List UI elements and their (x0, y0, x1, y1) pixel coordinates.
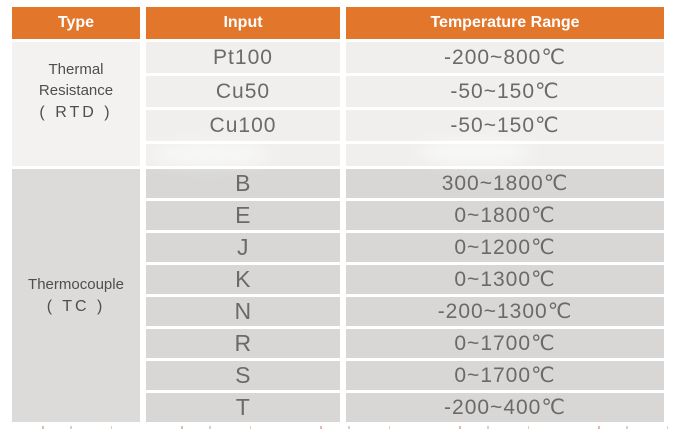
rtd-type-cell: Thermal Resistance ( RTD ) (12, 42, 140, 166)
temperature-range-table: Type Input Temperature Range Thermal Res… (12, 7, 664, 422)
range-cell-t: -200~400℃ (346, 393, 664, 422)
range-cell-pt100: -200~800℃ (346, 42, 664, 73)
range-cell-cu100: -50~150℃ (346, 110, 664, 141)
tc-type-label: Thermocouple (28, 275, 124, 293)
rtd-type-abbr: ( RTD ) (39, 103, 113, 121)
input-cell-k: K (146, 265, 340, 294)
input-cell-e: E (146, 201, 340, 230)
tc-type-cell: Thermocouple ( TC ) (12, 169, 140, 422)
spacer-cell-range (346, 144, 664, 166)
range-cell-b: 300~1800℃ (346, 169, 664, 198)
range-cell-n: -200~1300℃ (346, 297, 664, 326)
range-cell-s: 0~1700℃ (346, 361, 664, 390)
input-cell-n: N (146, 297, 340, 326)
tc-type-abbr: ( TC ) (46, 298, 106, 316)
input-cell-j: J (146, 233, 340, 262)
input-cell-s: S (146, 361, 340, 390)
header-cell-temperature-range: Temperature Range (346, 7, 664, 39)
header-cell-type: Type (12, 7, 140, 39)
input-cell-r: R (146, 329, 340, 358)
range-cell-j: 0~1200℃ (346, 233, 664, 262)
range-cell-e: 0~1800℃ (346, 201, 664, 230)
spacer-cell-input (146, 144, 340, 166)
range-cell-r: 0~1700℃ (346, 329, 664, 358)
header-cell-input: Input (146, 7, 340, 39)
input-cell-cu50: Cu50 (146, 76, 340, 107)
input-cell-pt100: Pt100 (146, 42, 340, 73)
range-cell-k: 0~1300℃ (346, 265, 664, 294)
cropped-text-artifacts (8, 426, 674, 429)
input-cell-cu100: Cu100 (146, 110, 340, 141)
input-cell-b: B (146, 169, 340, 198)
range-cell-cu50: -50~150℃ (346, 76, 664, 107)
input-cell-t: T (146, 393, 340, 422)
rtd-type-label: Thermal Resistance (38, 61, 114, 99)
